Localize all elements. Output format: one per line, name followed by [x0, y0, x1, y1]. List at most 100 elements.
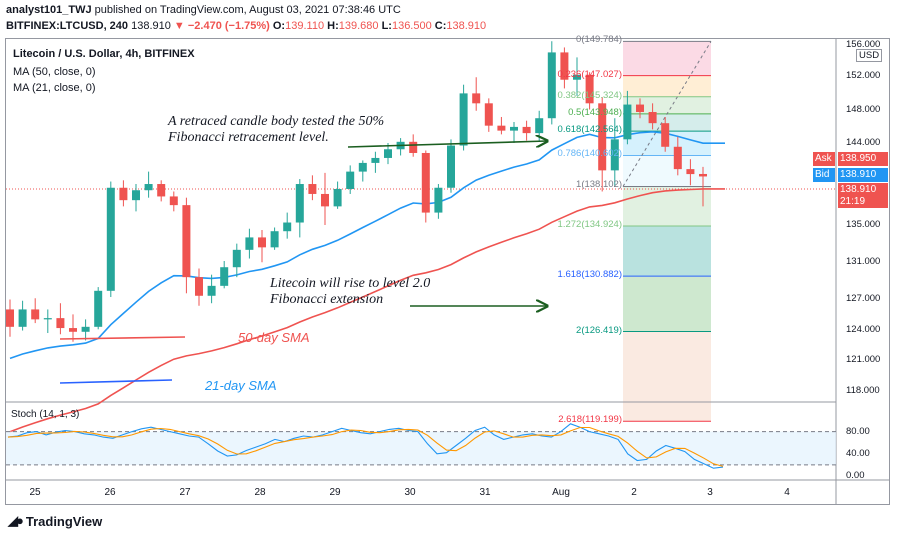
candle	[182, 197, 191, 294]
time-tick: 25	[29, 487, 41, 498]
candle	[510, 121, 518, 144]
annotation-extension-line2: Fibonacci extension	[270, 292, 384, 307]
candle-body	[232, 249, 241, 268]
stoch-tick: 80.00	[846, 425, 870, 437]
candle	[547, 41, 556, 125]
fib-level-label: 2(126.419)	[576, 324, 622, 336]
candle-body	[510, 126, 518, 131]
fib-zone	[623, 75, 711, 97]
candle	[207, 274, 216, 304]
candle	[447, 139, 455, 193]
candle-body	[207, 285, 216, 296]
candle	[673, 136, 682, 176]
chart-title: Litecoin / U.S. Dollar, 4h, BITFINEX	[13, 48, 195, 60]
grid	[6, 39, 889, 504]
candle	[421, 150, 430, 223]
time-tick: 2	[631, 487, 637, 498]
candle	[699, 166, 707, 207]
last-price-badge: 138.910 21:19	[838, 183, 888, 208]
fib-level-label: 1.618(130.882)	[557, 269, 622, 281]
ma21-legend[interactable]: MA (21, close, 0)	[13, 82, 96, 94]
fib-zone	[623, 113, 711, 132]
candle-body	[18, 309, 27, 327]
candle-body	[547, 52, 556, 119]
candle	[69, 314, 77, 342]
last-price-badge-value: 138.910	[840, 184, 877, 195]
candle-body	[384, 149, 392, 158]
candle-body	[81, 326, 90, 332]
candle-body	[132, 190, 140, 201]
arrow-to-fib-level	[347, 141, 547, 148]
candle-body	[69, 328, 77, 332]
sma21-label: 21-day SMA	[205, 378, 277, 393]
candle	[459, 84, 468, 151]
price-tick: 144.000	[846, 137, 881, 148]
annotation-fib-test-line2: Fibonacci retracement level.	[168, 130, 329, 145]
candle	[31, 298, 40, 324]
chart-frame[interactable]	[5, 38, 890, 505]
candle	[686, 159, 695, 186]
candle-body	[295, 184, 304, 223]
candle-body	[346, 171, 355, 189]
candle-body	[220, 267, 229, 286]
ma50-legend[interactable]: MA (50, close, 0)	[13, 66, 96, 78]
fib-level-label: 0.236(147.027)	[557, 68, 622, 80]
candle	[358, 160, 367, 182]
drawings	[59, 141, 547, 384]
stoch-tick: 40.00	[846, 447, 870, 459]
sma21-marker	[59, 379, 173, 384]
close-value: 138.910	[446, 20, 487, 32]
price-change: ▼ −2.470 (−1.75%)	[173, 20, 270, 32]
tradingview-logo[interactable]: ◢● TradingView	[8, 513, 102, 529]
time-tick: Aug	[552, 487, 570, 498]
fib-level-label: 2.618(119.199)	[558, 414, 622, 426]
candle-body	[497, 125, 506, 131]
price-tick: 124.000	[846, 324, 881, 335]
candle-body	[560, 52, 569, 80]
last-price: 138.910	[131, 20, 171, 32]
price-tick: 131.000	[846, 256, 881, 267]
fib-zone	[623, 41, 711, 76]
candle	[245, 228, 254, 259]
annotation-fib-test-line1: A retraced candle body tested the 50%	[168, 114, 385, 129]
candle	[258, 229, 266, 263]
candle-body	[623, 104, 632, 140]
ma50-path	[9, 188, 726, 433]
time-tick: 29	[329, 487, 341, 498]
candle-body	[636, 104, 644, 113]
fibonacci-tool	[622, 40, 712, 422]
close-label: C:	[434, 20, 447, 32]
author-name[interactable]: analyst101_TWJ	[6, 4, 92, 16]
candle	[6, 299, 14, 337]
price-tick: 135.000	[846, 219, 881, 230]
candle	[81, 319, 90, 341]
candle-body	[94, 290, 103, 327]
candle	[308, 175, 317, 201]
candle-body	[144, 184, 153, 191]
candle	[396, 138, 405, 156]
candle	[43, 309, 52, 334]
high-label: H:	[327, 20, 339, 32]
fib-level-label: 1(138.102)	[576, 179, 622, 191]
candle-body	[434, 187, 443, 213]
candle	[371, 151, 380, 173]
currency-label[interactable]: USD	[856, 49, 883, 62]
ask-value: 138.950	[838, 152, 888, 166]
price-tick: 121.000	[846, 354, 881, 365]
candle	[119, 180, 128, 207]
stoch-tick: 0.00	[846, 470, 865, 481]
low-value: 136.500	[391, 20, 432, 32]
candle	[346, 165, 355, 194]
time-tick: 30	[404, 487, 416, 498]
stoch-legend[interactable]: Stoch (14, 1, 3)	[11, 409, 80, 420]
candle-body	[610, 139, 619, 171]
fib-level-label: 0.786(140.602)	[557, 148, 622, 160]
published-text: published on TradingView.com, August 03,…	[94, 4, 401, 16]
candle	[144, 171, 153, 198]
fib-zone	[623, 276, 711, 332]
candle	[56, 303, 65, 335]
ma50-line	[9, 188, 726, 433]
candle	[232, 243, 241, 278]
fib-zone	[623, 331, 711, 422]
